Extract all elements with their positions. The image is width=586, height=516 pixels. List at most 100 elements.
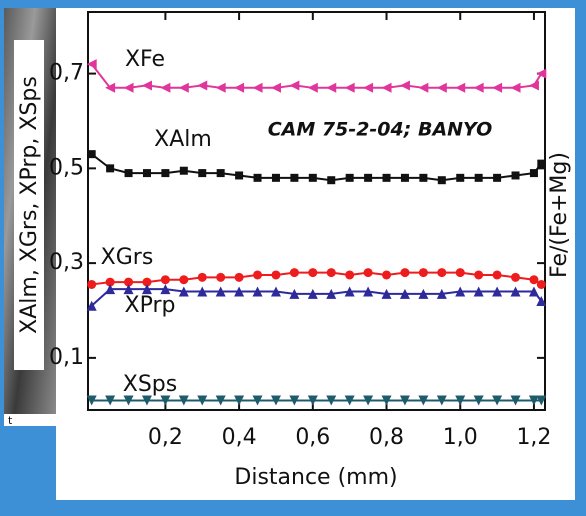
marker <box>345 173 354 182</box>
marker <box>86 59 97 70</box>
marker <box>252 286 263 297</box>
marker <box>178 395 189 406</box>
marker <box>142 277 152 287</box>
marker <box>529 275 539 285</box>
marker <box>308 173 317 182</box>
marker <box>197 272 207 282</box>
marker <box>536 68 547 79</box>
x-tick-label: 0,4 <box>222 425 257 450</box>
y-tick-label: 0,7 <box>49 61 84 86</box>
plot-frame <box>87 11 546 411</box>
marker <box>418 288 429 299</box>
marker <box>179 275 189 285</box>
marker <box>382 173 391 182</box>
marker <box>381 395 392 406</box>
marker <box>455 268 465 278</box>
marker <box>160 395 171 406</box>
marker <box>289 395 300 406</box>
y-axis-label: XAlm, XGrs, XPrp, XSps <box>17 76 42 334</box>
marker <box>105 277 115 287</box>
marker <box>234 272 244 282</box>
marker <box>123 82 134 93</box>
marker <box>344 82 355 93</box>
marker <box>160 284 171 295</box>
marker <box>363 268 373 278</box>
marker <box>528 395 539 406</box>
marker <box>271 270 281 280</box>
marker <box>105 284 116 295</box>
marker <box>510 395 521 406</box>
series-label: XGrs <box>101 245 154 270</box>
marker <box>344 286 355 297</box>
marker <box>528 80 539 91</box>
marker <box>215 395 226 406</box>
marker <box>400 173 409 182</box>
marker <box>399 395 410 406</box>
marker <box>307 82 318 93</box>
marker <box>197 286 208 297</box>
series-label: XAlm <box>154 127 212 152</box>
marker <box>142 169 151 178</box>
y-tick-label: 0,3 <box>49 250 84 275</box>
marker <box>381 82 392 93</box>
marker <box>234 286 245 297</box>
marker <box>87 279 97 289</box>
marker <box>364 173 373 182</box>
marker <box>234 82 245 93</box>
series-label: XFe <box>125 47 165 72</box>
marker <box>363 286 374 297</box>
marker <box>86 300 97 311</box>
marker <box>327 176 336 185</box>
marker <box>345 270 355 280</box>
marker <box>436 82 447 93</box>
marker <box>474 270 484 280</box>
x-tick-label: 1,2 <box>516 425 551 450</box>
marker <box>235 171 244 180</box>
marker <box>492 395 503 406</box>
marker <box>198 169 207 178</box>
marker <box>419 173 428 182</box>
marker <box>528 286 539 297</box>
marker <box>437 268 447 278</box>
marker <box>473 82 484 93</box>
marker <box>161 169 170 178</box>
marker <box>492 82 503 93</box>
marker <box>536 395 547 406</box>
marker <box>399 80 410 91</box>
marker <box>270 82 281 93</box>
marker <box>455 286 466 297</box>
marker <box>326 288 337 299</box>
marker <box>124 169 133 178</box>
marker <box>363 395 374 406</box>
marker <box>160 82 171 93</box>
photo-caption <box>4 414 56 426</box>
marker <box>141 284 152 295</box>
annotation: CAM 75-2-04; BANYO <box>268 119 493 141</box>
marker <box>326 268 336 278</box>
marker <box>124 277 134 287</box>
marker <box>456 173 465 182</box>
marker <box>437 176 446 185</box>
marker <box>510 82 521 93</box>
marker <box>363 82 374 93</box>
x-tick-label: 1,0 <box>443 425 478 450</box>
marker <box>381 288 392 299</box>
marker <box>215 286 226 297</box>
marker <box>529 169 538 178</box>
marker <box>271 173 280 182</box>
marker <box>160 275 170 285</box>
marker <box>270 286 281 297</box>
marker <box>492 286 503 297</box>
marker <box>253 173 262 182</box>
marker <box>253 270 263 280</box>
marker <box>455 395 466 406</box>
series-label: XPrp <box>125 293 176 318</box>
marker <box>326 395 337 406</box>
marker <box>308 268 318 278</box>
marker <box>473 286 484 297</box>
marker <box>418 268 428 278</box>
x-tick-label: 0,2 <box>148 425 183 450</box>
marker <box>178 82 189 93</box>
marker <box>86 395 97 406</box>
